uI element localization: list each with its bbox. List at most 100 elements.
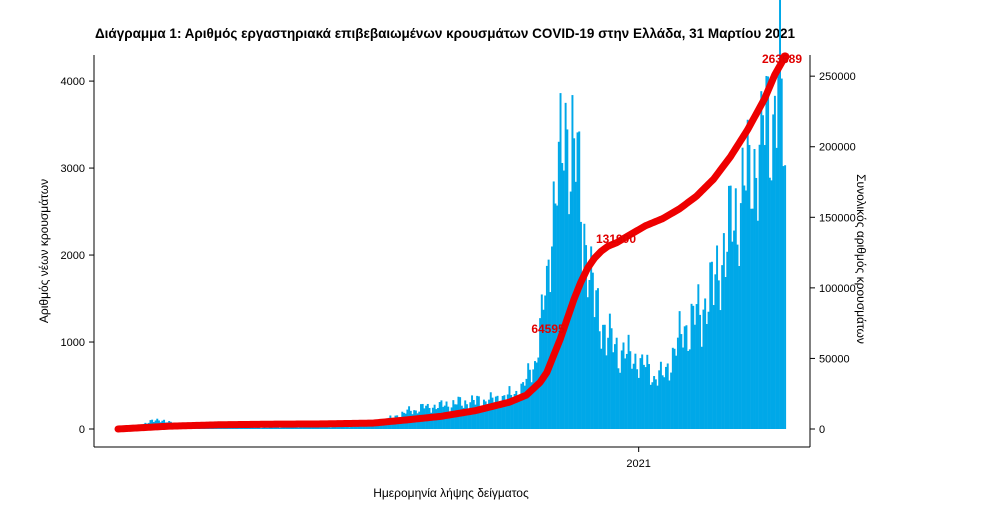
bar-75 <box>244 427 247 429</box>
bar-225 <box>500 405 502 429</box>
bar-96 <box>280 427 283 429</box>
bar-223 <box>496 395 499 429</box>
bar-269 <box>574 181 577 429</box>
bar-383 <box>768 177 771 429</box>
bar-124 <box>328 427 331 429</box>
cumulative-line <box>114 53 789 433</box>
bar-301 <box>629 351 632 429</box>
bar-119 <box>319 426 322 429</box>
bar-213 <box>479 405 482 429</box>
bar-232 <box>511 399 514 429</box>
bar-274 <box>583 223 586 429</box>
bar-224 <box>498 407 501 429</box>
bar-370 <box>746 119 749 429</box>
bar-236 <box>518 399 521 429</box>
bar-110 <box>304 427 307 429</box>
bar-314 <box>651 382 654 429</box>
chart-title: Διάγραμμα 1: Αριθμός εργαστηριακά επιβεβ… <box>95 26 796 41</box>
bar-273 <box>581 274 584 429</box>
bar-85 <box>261 427 264 429</box>
bar-259 <box>557 141 560 430</box>
bar-113 <box>309 427 312 429</box>
bar-336 <box>688 349 691 429</box>
left-tick-label-3: 3000 <box>61 163 85 175</box>
bar-341 <box>697 284 700 429</box>
bar-257 <box>554 203 557 429</box>
bar-279 <box>591 272 594 429</box>
bar-377 <box>758 144 761 429</box>
bar-145 <box>363 424 366 429</box>
left-tick-label-0: 0 <box>79 424 85 436</box>
bar-196 <box>450 407 453 429</box>
bar-324 <box>668 380 671 429</box>
bar-334 <box>685 325 688 429</box>
bar-87 <box>265 427 268 429</box>
bar-76 <box>246 427 249 429</box>
bar-329 <box>676 337 679 429</box>
bar-154 <box>379 424 382 429</box>
bar-123 <box>326 426 329 429</box>
bar-137 <box>350 426 353 429</box>
bar-327 <box>673 348 676 429</box>
bar-86 <box>263 427 266 429</box>
bar-352 <box>716 245 719 429</box>
bar-118 <box>317 426 320 429</box>
bar-374 <box>753 149 756 429</box>
bar-386 <box>773 95 776 429</box>
bar-144 <box>362 425 365 429</box>
bar-244 <box>532 369 535 429</box>
bar-260 <box>559 93 562 429</box>
bar-359 <box>728 185 730 429</box>
y-axis-right-label: Συνολικός αριθμός κρουσμάτων <box>854 174 868 344</box>
bar-367 <box>741 147 744 429</box>
bar-101 <box>289 426 291 429</box>
bar-120 <box>321 426 324 429</box>
bar-89 <box>268 427 271 429</box>
bar-238 <box>522 382 525 429</box>
bar-362 <box>733 230 736 429</box>
bar-108 <box>300 426 303 429</box>
bar-315 <box>653 376 656 429</box>
bar-70 <box>236 427 239 429</box>
bar-116 <box>314 426 317 429</box>
bar-136 <box>348 427 351 429</box>
bar-303 <box>632 363 635 429</box>
bar-82 <box>256 427 259 429</box>
bar-339 <box>693 324 696 429</box>
bar-354 <box>719 310 722 429</box>
bar-88 <box>266 427 269 429</box>
bar-98 <box>283 427 286 429</box>
bar-81 <box>254 427 257 429</box>
cumulative-line-layer <box>114 52 790 433</box>
bar-228 <box>505 400 508 429</box>
bar-252 <box>545 265 548 429</box>
bar-103 <box>292 427 295 429</box>
bar-202 <box>460 405 463 429</box>
bar-380 <box>763 145 766 429</box>
bar-99 <box>285 427 288 429</box>
bar-268 <box>573 138 576 430</box>
left-ticks: 0 1000 2000 3000 4000 <box>61 76 94 436</box>
bar-249 <box>540 294 543 429</box>
bar-253 <box>547 259 550 429</box>
bar-308 <box>641 354 644 429</box>
bar-368 <box>743 185 746 429</box>
bar-125 <box>329 427 332 429</box>
bar-291 <box>612 352 615 429</box>
bar-275 <box>585 245 588 429</box>
x-tick-label-0: 2021 <box>626 458 650 470</box>
bar-326 <box>671 347 674 429</box>
right-tick-label-4: 200000 <box>819 142 856 154</box>
bar-231 <box>510 394 513 429</box>
bar-378 <box>760 91 763 429</box>
bar-251 <box>544 295 547 429</box>
bar-304 <box>634 353 637 429</box>
bar-373 <box>751 208 754 429</box>
bar-184 <box>430 412 433 429</box>
bar-261 <box>561 163 564 429</box>
bar-112 <box>307 426 310 429</box>
bar-93 <box>275 427 278 429</box>
bar-372 <box>750 208 753 429</box>
bar-214 <box>481 406 484 429</box>
